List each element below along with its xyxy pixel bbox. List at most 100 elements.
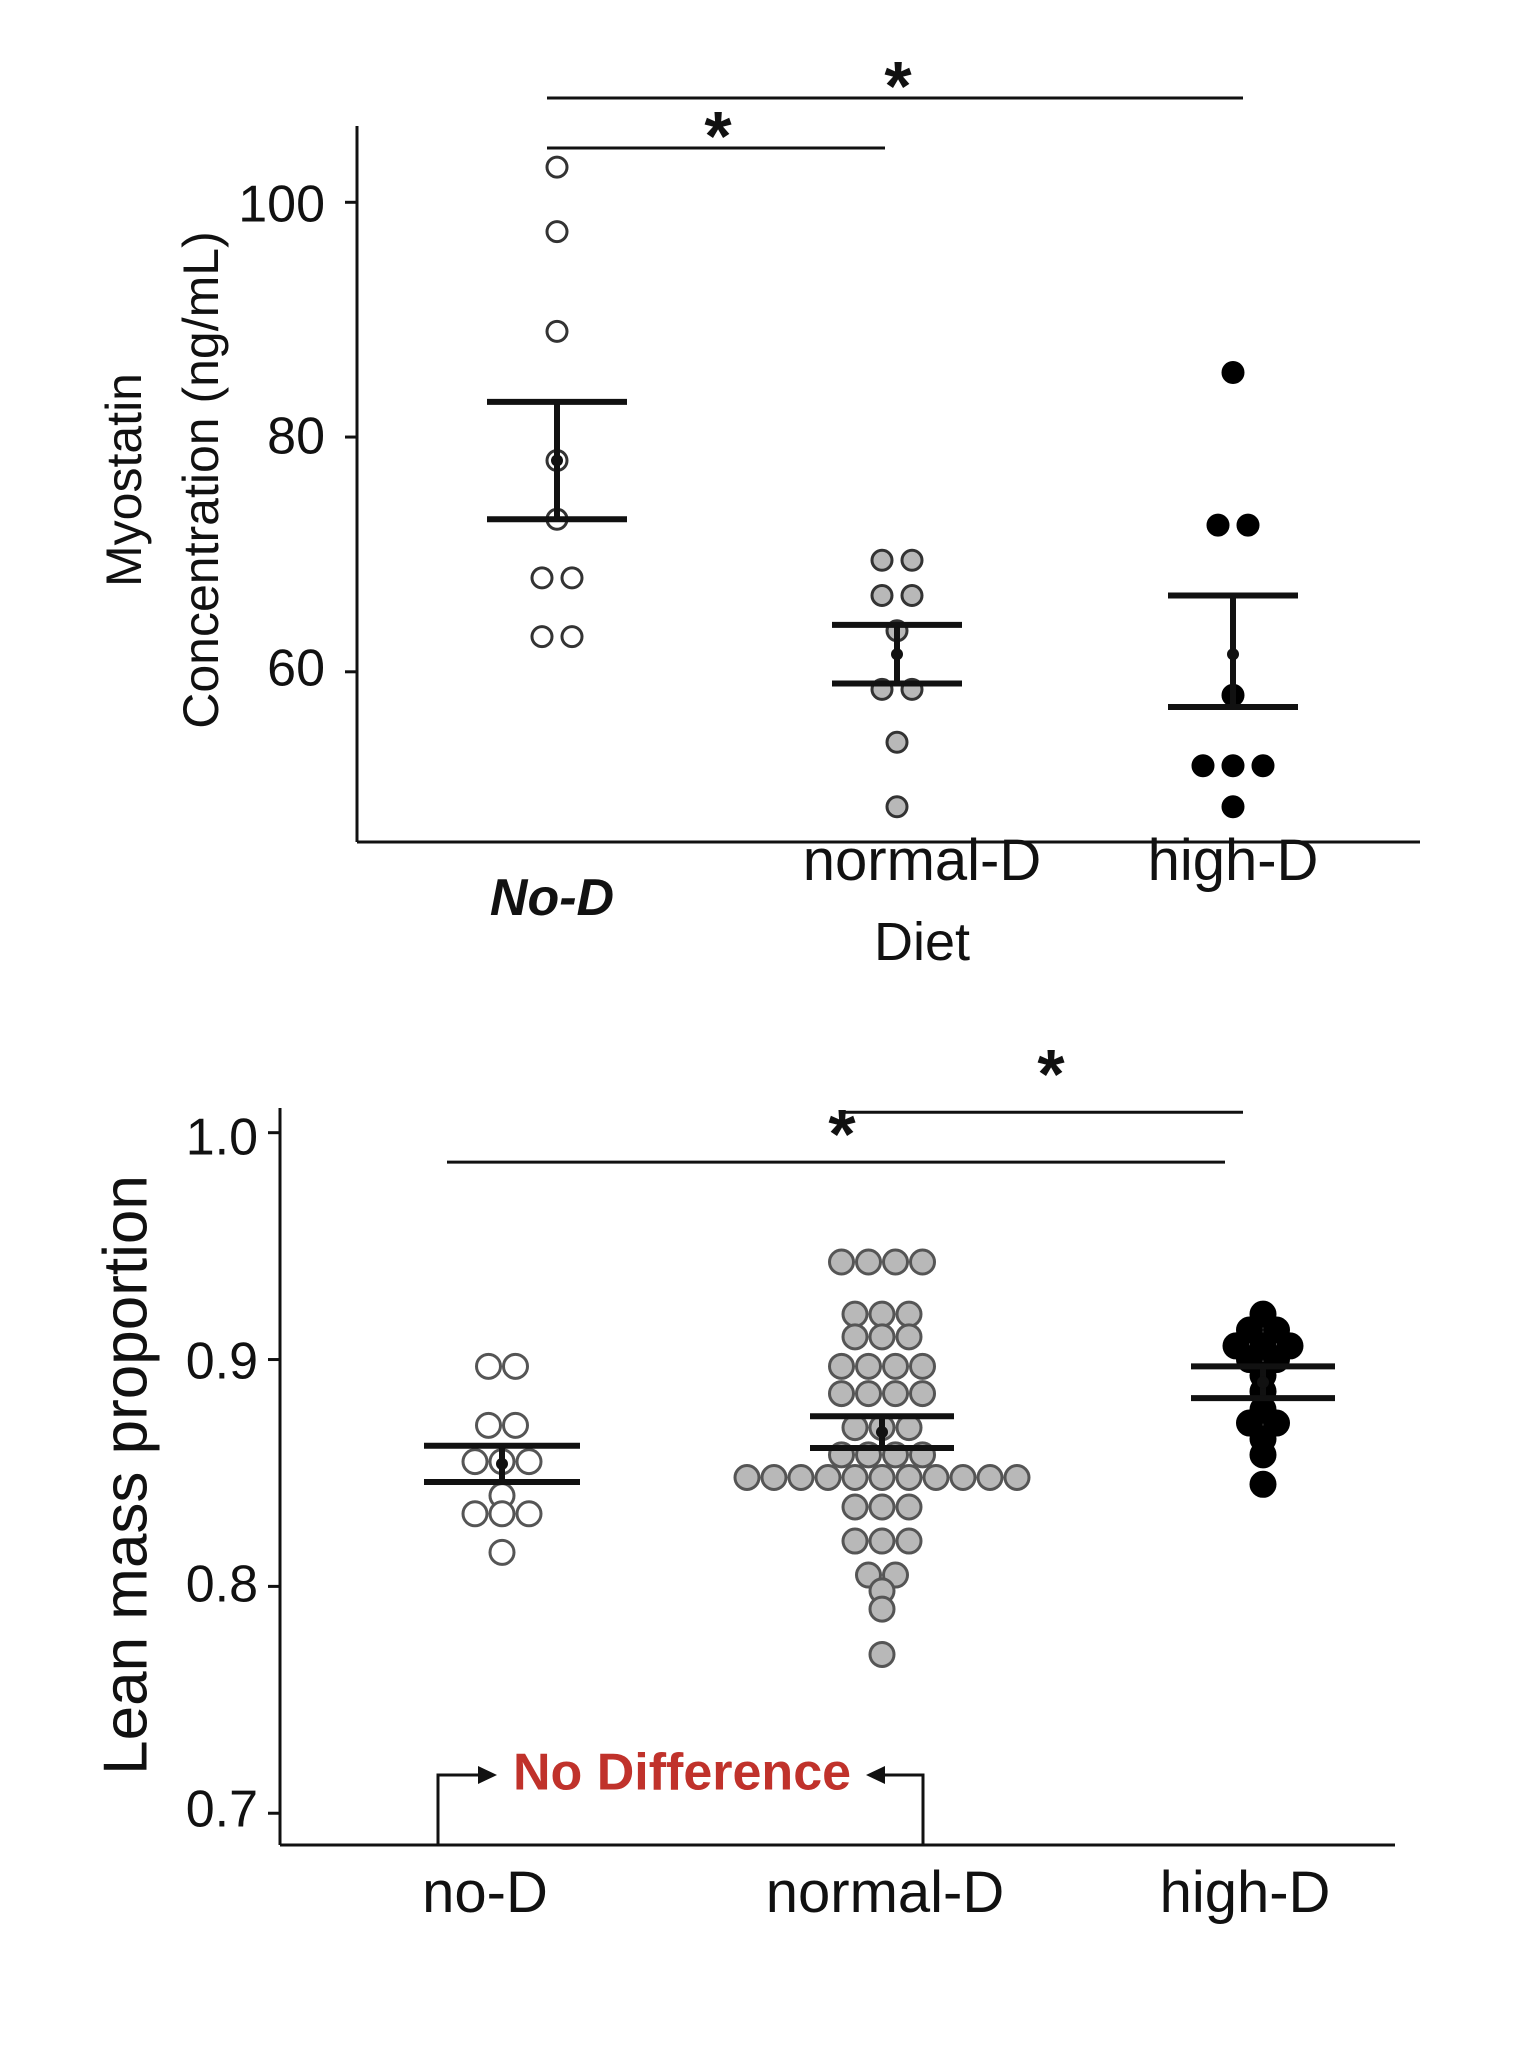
y-tick-label: 0.8: [186, 1556, 258, 1614]
data-point: [814, 1464, 842, 1491]
data-point: [841, 1323, 869, 1351]
data-point: [461, 1500, 489, 1528]
data-point: [760, 1464, 788, 1491]
data-point: [895, 1527, 923, 1555]
y-tick-label: 1.0: [186, 1109, 258, 1167]
lean-mass-marks: [268, 1110, 1335, 1815]
data-point: [900, 548, 924, 572]
data-point: [882, 1352, 909, 1380]
data-point: [882, 1380, 909, 1408]
data-point: [868, 1595, 896, 1623]
data-point: [868, 1527, 896, 1555]
data-point: [885, 730, 909, 754]
data-point: [515, 1500, 543, 1528]
data-point: [787, 1464, 815, 1491]
data-point: [828, 1352, 855, 1380]
data-point: [868, 1300, 896, 1328]
arrow-right-icon: [478, 1766, 497, 1784]
y-tick-label: 80: [267, 408, 325, 466]
data-point: [1249, 1441, 1277, 1469]
data-point: [949, 1464, 977, 1491]
x-category-label-normal-d: normal-D: [803, 828, 1042, 893]
data-point: [488, 1500, 516, 1528]
data-point: [560, 566, 584, 590]
y-tick-label: 0.7: [186, 1781, 258, 1839]
y-tick-label: 0.9: [186, 1333, 258, 1391]
mean-marker: [1257, 1376, 1269, 1389]
x-category-label-high-d: high-D: [1160, 1860, 1331, 1925]
data-point: [909, 1248, 936, 1276]
data-point: [870, 548, 894, 572]
data-point: [1191, 754, 1215, 778]
data-point: [828, 1380, 855, 1408]
data-point: [855, 1380, 882, 1408]
data-point: [895, 1300, 923, 1328]
mean-marker: [891, 648, 903, 661]
y-tick-label: 100: [238, 176, 325, 234]
data-point: [868, 1464, 896, 1491]
data-point: [895, 1464, 923, 1491]
data-point: [841, 1493, 869, 1521]
data-point: [882, 1248, 909, 1276]
data-point: [515, 1448, 543, 1476]
data-point: [922, 1464, 950, 1491]
data-point: [855, 1352, 882, 1380]
data-point: [841, 1300, 869, 1328]
data-point: [868, 1323, 896, 1351]
data-point: [895, 1493, 923, 1521]
data-point: [1221, 754, 1245, 778]
data-point: [560, 625, 584, 649]
y-tick-label: 60: [267, 640, 325, 698]
data-point: [841, 1464, 869, 1491]
y-axis-label-line-2: Concentration (ng/mL): [173, 231, 229, 728]
data-point: [1251, 754, 1275, 778]
mean-marker: [496, 1457, 508, 1470]
data-point: [976, 1464, 1004, 1491]
data-point: [545, 220, 569, 244]
data-point: [475, 1352, 502, 1380]
bracket-left: [436, 1773, 480, 1845]
x-category-label-no-d: No-D: [490, 869, 614, 927]
data-point: [900, 584, 924, 608]
data-point: [841, 1527, 869, 1555]
significance-star: *: [704, 97, 732, 175]
data-point: [1221, 795, 1245, 819]
data-point: [530, 566, 554, 590]
significance-star: *: [828, 1095, 856, 1173]
data-point: [461, 1448, 489, 1476]
data-point: [545, 319, 569, 343]
x-category-label-high-d: high-D: [1148, 828, 1319, 893]
data-point: [855, 1248, 882, 1276]
data-point: [870, 584, 894, 608]
x-category-label-normal-d: normal-D: [766, 1860, 1005, 1925]
bracket-right: [885, 1773, 925, 1845]
data-point: [475, 1411, 502, 1439]
data-point: [868, 1493, 896, 1521]
data-point: [1236, 513, 1260, 537]
data-point: [828, 1248, 855, 1276]
significance-star: *: [884, 47, 912, 125]
mean-marker: [1227, 648, 1239, 661]
mean-marker: [876, 1426, 888, 1439]
data-point: [530, 625, 554, 649]
data-point: [895, 1323, 923, 1351]
no-difference-bracket: [436, 1773, 925, 1845]
data-point: [545, 155, 569, 179]
data-point: [1221, 360, 1245, 384]
myostatin-chart: 100 80 60 Myostatin Concentration (ng/mL…: [96, 47, 1420, 972]
y-axis-label-line-1: Myostatin: [96, 373, 152, 587]
myostatin-marks: [345, 96, 1298, 819]
data-point: [909, 1352, 936, 1380]
data-point: [733, 1464, 761, 1491]
lean-mass-chart: 0.7 0.8 0.9 1.0 Lean mass proportion no-…: [91, 1035, 1395, 1925]
y-axis-label: Lean mass proportion: [91, 1175, 160, 1775]
data-point: [502, 1411, 529, 1439]
data-point: [488, 1538, 516, 1566]
x-axis-title: Diet: [874, 912, 970, 972]
arrow-left-icon: [866, 1766, 885, 1784]
data-point: [909, 1380, 936, 1408]
data-point: [885, 795, 909, 819]
x-category-label-no-d: no-D: [422, 1860, 548, 1925]
mean-marker: [551, 454, 563, 467]
